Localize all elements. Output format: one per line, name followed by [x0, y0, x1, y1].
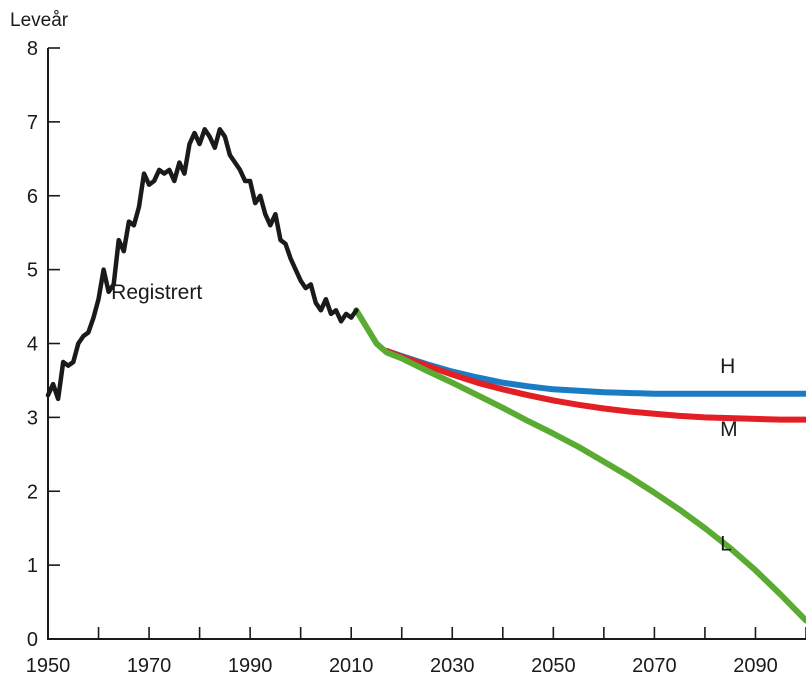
y-axis-title: Leveår — [10, 10, 69, 31]
series-line-l — [353, 307, 806, 624]
x-tick-label: 2010 — [329, 655, 374, 677]
series-line-registrert — [45, 127, 359, 402]
y-axis: 0 1 2 3 4 5 6 7 8 — [27, 38, 60, 651]
plot-area — [45, 127, 806, 624]
x-tick-label: 1990 — [228, 655, 273, 677]
annotation-label: Registrert — [111, 281, 202, 304]
y-tick-label: 2 — [27, 481, 38, 503]
y-tick-label: 7 — [27, 112, 38, 134]
x-tick-label: 1950 — [26, 655, 71, 677]
x-tick-label: 2030 — [430, 655, 475, 677]
annotation-label: L — [720, 532, 732, 555]
y-tick-label: 5 — [27, 260, 38, 282]
y-tick-label: 8 — [27, 38, 38, 60]
y-tick-label: 1 — [27, 555, 38, 577]
x-tick-label: 2090 — [733, 655, 778, 677]
x-tick-label: 2050 — [531, 655, 576, 677]
x-tick-label: 2070 — [632, 655, 677, 677]
annotation-label: H — [720, 355, 735, 378]
x-tick-label: 1970 — [127, 655, 172, 677]
y-tick-label: 0 — [27, 629, 38, 651]
y-tick-label: 3 — [27, 407, 38, 429]
series-line-m — [383, 347, 806, 423]
annotation-label: M — [720, 418, 738, 441]
y-tick-label: 4 — [27, 334, 38, 356]
annotations: Registrert H M L — [111, 281, 737, 555]
x-axis: 1950 1970 1990 2010 2030 2050 2070 2090 — [26, 627, 806, 677]
y-tick-label: 6 — [27, 186, 38, 208]
